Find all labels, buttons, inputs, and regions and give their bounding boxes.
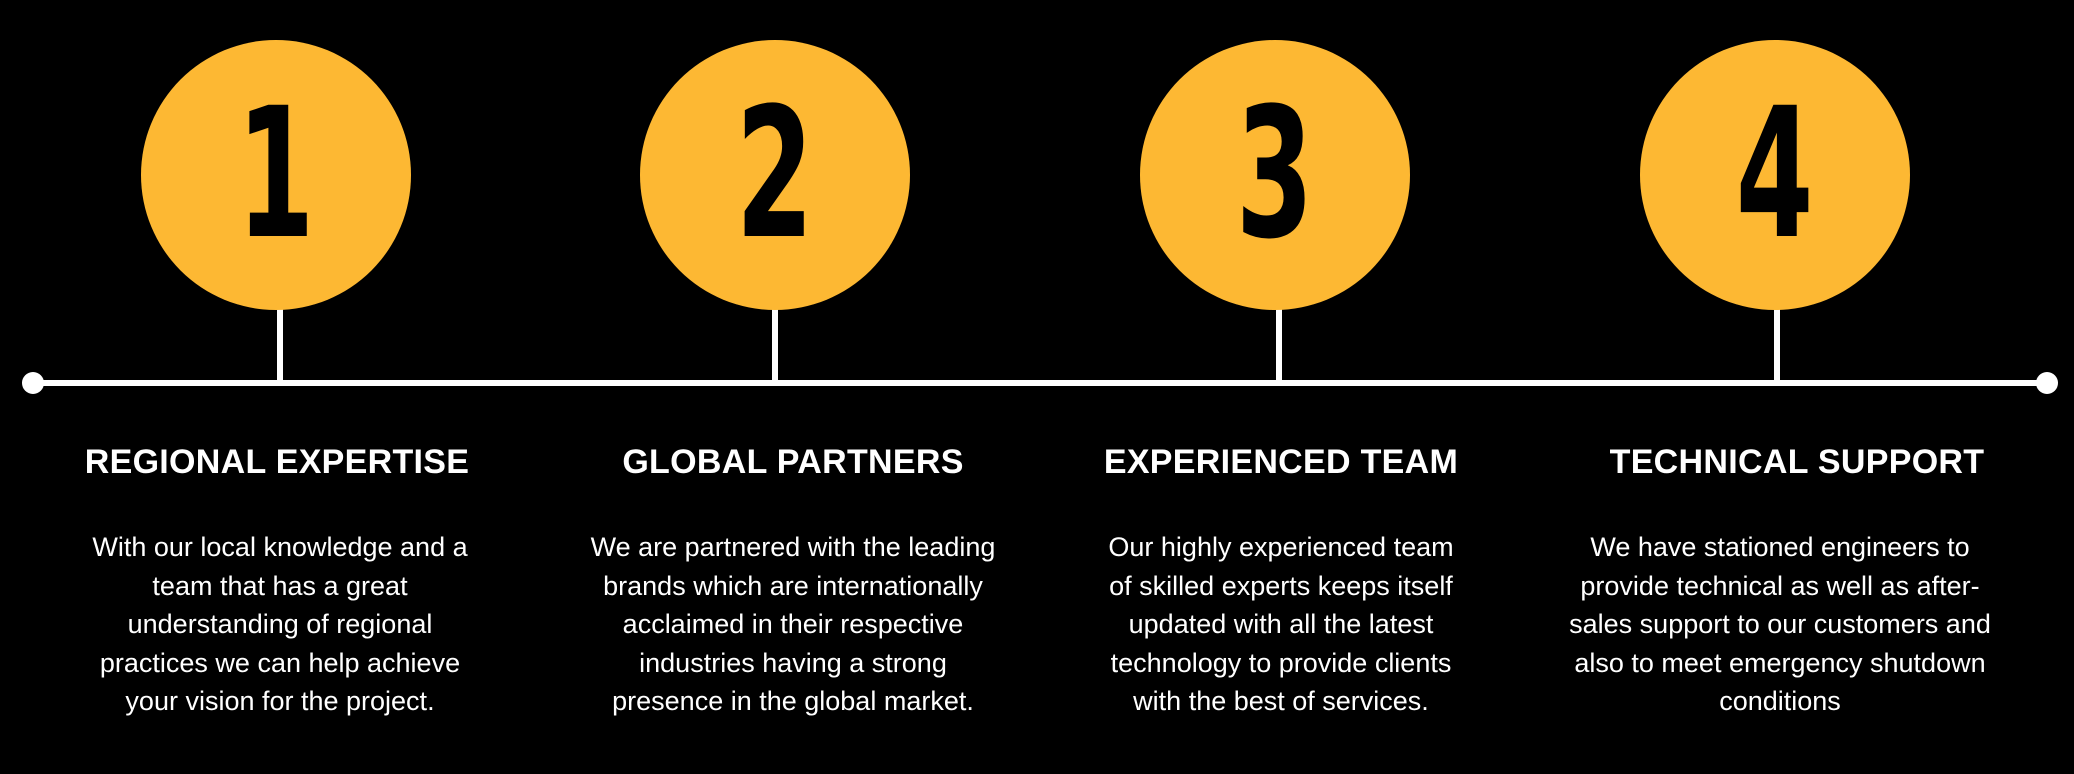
- step-2-desc-line: presence in the global market.: [612, 686, 974, 716]
- step-3-desc-line: updated with all the latest: [1128, 609, 1434, 639]
- step-1-desc-line: team that has a great: [152, 570, 408, 601]
- step-4-connector: [1774, 305, 1780, 383]
- step-3-desc-line: with the best of services.: [1133, 686, 1429, 716]
- step-3-desc-line: Our highly experienced team: [1108, 532, 1454, 562]
- step-1-circle: 1: [141, 40, 411, 310]
- timeline-start-dot: [22, 372, 44, 394]
- step-1-connector: [277, 305, 283, 383]
- step-2-title: GLOBAL PARTNERS: [622, 443, 964, 481]
- step-3-circle: 3: [1140, 40, 1410, 310]
- step-1-desc-line: practices we can help achieve: [99, 647, 461, 678]
- step-1-desc-line: With our local knowledge and a: [92, 532, 468, 562]
- step-2-circle: 2: [640, 40, 910, 310]
- step-4-desc-line: We have stationed engineers to: [1590, 532, 1970, 562]
- step-3-desc-line: of skilled experts keeps itself: [1109, 570, 1453, 601]
- step-4-number: 4: [1736, 70, 1814, 279]
- step-3-description: Our highly experienced team of skilled e…: [1046, 528, 1516, 721]
- step-2-number: 2: [736, 70, 814, 279]
- step-2-connector: [772, 305, 778, 383]
- step-2-desc-line: industries having a strong: [639, 647, 947, 678]
- step-1-description: With our local knowledge and a team that…: [45, 528, 515, 721]
- step-1-title: REGIONAL EXPERTISE: [84, 443, 470, 481]
- step-4-desc-line: also to meet emergency shutdown: [1574, 647, 1986, 678]
- step-3-number: 3: [1236, 70, 1314, 279]
- step-2-desc-line: acclaimed in their respective: [622, 609, 964, 639]
- step-4-desc-line: conditions: [1719, 686, 1841, 716]
- step-3-connector: [1276, 305, 1282, 383]
- step-2-desc-line: We are partnered with the leading: [590, 532, 996, 562]
- timeline-end-dot: [2036, 372, 2058, 394]
- timeline-line: [33, 380, 2047, 386]
- step-1-number: 1: [237, 70, 315, 279]
- step-4-circle: 4: [1640, 40, 1910, 310]
- step-4-desc-line: sales support to our customers and: [1569, 609, 1991, 639]
- step-2-desc-line: brands which are internationally: [603, 570, 983, 601]
- step-4-description: We have stationed engineers to provide t…: [1545, 528, 2015, 721]
- step-1-desc-line: understanding of regional: [127, 609, 433, 639]
- step-4-title: TECHNICAL SUPPORT: [1609, 443, 1985, 481]
- step-3-title: EXPERIENCED TEAM: [1103, 443, 1459, 481]
- step-1-desc-line: your vision for the project.: [125, 686, 435, 716]
- step-4-desc-line: provide technical as well as after-: [1580, 570, 1980, 601]
- step-2-description: We are partnered with the leading brands…: [558, 528, 1028, 721]
- step-3-desc-line: technology to provide clients: [1110, 647, 1452, 678]
